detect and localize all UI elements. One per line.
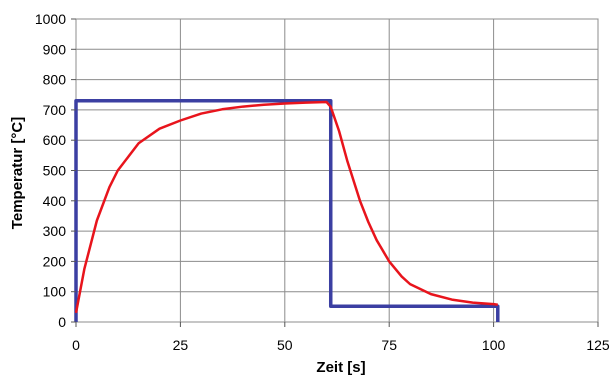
y-tick-label: 1000 bbox=[35, 11, 66, 27]
x-tick-label: 25 bbox=[173, 337, 189, 353]
series-layer bbox=[74, 99, 500, 322]
y-axis-title: Temperatur [°C] bbox=[9, 117, 26, 229]
grid-layer bbox=[75, 18, 599, 323]
x-axis-title: Zeit [s] bbox=[316, 359, 365, 376]
y-tick-label: 200 bbox=[43, 253, 67, 269]
y-tick-label: 500 bbox=[43, 163, 67, 179]
y-tick-label: 600 bbox=[43, 132, 67, 148]
y-tick-label: 700 bbox=[43, 102, 67, 118]
y-tick-label: 0 bbox=[58, 314, 66, 330]
y-tick-label: 400 bbox=[43, 193, 67, 209]
y-tick-label: 800 bbox=[43, 72, 67, 88]
x-tick-label: 100 bbox=[482, 337, 506, 353]
x-tick-label: 75 bbox=[381, 337, 397, 353]
x-tick-label: 0 bbox=[72, 337, 80, 353]
y-tick-label: 100 bbox=[43, 284, 67, 300]
step-profile-line bbox=[74, 99, 500, 322]
x-tick-label: 50 bbox=[277, 337, 293, 353]
y-tick-label: 900 bbox=[43, 41, 67, 57]
temperature-curve bbox=[74, 100, 498, 314]
tick-layer: 0 100 200 300 400 500 600 700 800 900 1000 0 25 50 75 1… bbox=[35, 11, 610, 353]
x-tick-label: 125 bbox=[586, 337, 610, 353]
y-tick-label: 300 bbox=[43, 223, 67, 239]
